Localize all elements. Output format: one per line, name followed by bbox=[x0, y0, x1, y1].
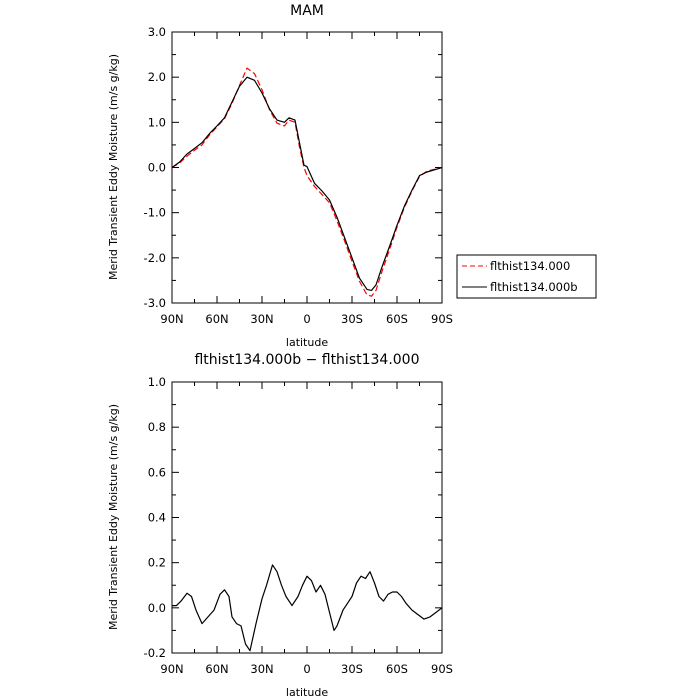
legend-label-0: flthist134.000 bbox=[490, 259, 570, 273]
bottom-x-tick-label: 30S bbox=[341, 662, 363, 676]
bottom-y-tick-label: 0.0 bbox=[148, 601, 166, 615]
bottom-series-lines bbox=[172, 564, 443, 652]
bottom-chart-title: flthist134.000b − flthist134.000 bbox=[194, 352, 419, 368]
bottom-x-tick-label: 30N bbox=[250, 662, 273, 676]
top-x-ticks: 90N 60N 30N 0 30S 60S 90S bbox=[160, 32, 453, 326]
bottom-x-ticks: 90N 60N 30N 0 30S 60S 90S bbox=[160, 382, 453, 676]
top-y-tick-label: 0.0 bbox=[148, 161, 166, 175]
top-y-tick-label: -1.0 bbox=[144, 206, 166, 220]
bottom-y-tick-label: 1.0 bbox=[148, 375, 166, 389]
bottom-y-axis-label: Merid Transient Eddy Moisture (m/s g/kg) bbox=[107, 404, 120, 630]
top-y-axis-label: Merid Transient Eddy Moisture (m/s g/kg) bbox=[107, 54, 120, 280]
top-y-tick-label: 1.0 bbox=[148, 115, 166, 129]
top-x-tick-label: 90N bbox=[160, 312, 183, 326]
top-x-tick-label: 90S bbox=[431, 312, 453, 326]
bottom-x-tick-label: 60N bbox=[205, 662, 228, 676]
legend-label-1: flthist134.000b bbox=[490, 280, 578, 294]
legend-box bbox=[456, 254, 597, 299]
bottom-x-axis-label: latitude bbox=[286, 686, 328, 699]
top-y-tick-label: -2.0 bbox=[144, 251, 166, 265]
top-series-lines bbox=[171, 67, 443, 297]
top-x-axis-label: latitude bbox=[286, 336, 328, 349]
bottom-panel: flthist134.000b − flthist134.000 -0.2 0.0… bbox=[107, 352, 453, 699]
top-x-tick-label: 30N bbox=[250, 312, 273, 326]
bottom-y-tick-label: 0.8 bbox=[148, 420, 166, 434]
bottom-y-ticks: -0.2 0.0 0.2 0.4 0.6 0.8 1.0 bbox=[144, 375, 442, 660]
legend: flthist134.000 flthist134.000b bbox=[456, 254, 597, 299]
top-panel: MAM -3.0 -2.0 -1.0 0.0 1.0 2.0 3.0 90N 60N 30N 0 3… bbox=[107, 3, 453, 349]
top-y-tick-label: 2.0 bbox=[148, 70, 166, 84]
bottom-y-tick-label: 0.4 bbox=[148, 511, 166, 525]
top-x-tick-label: 30S bbox=[341, 312, 363, 326]
top-x-tick-label: 60N bbox=[205, 312, 228, 326]
bottom-y-tick-label: -0.2 bbox=[144, 646, 166, 660]
bottom-x-tick-label: 0 bbox=[303, 662, 310, 676]
top-series-line-1 bbox=[171, 76, 443, 291]
bottom-series-line-0 bbox=[172, 564, 443, 652]
top-y-ticks: -3.0 -2.0 -1.0 0.0 1.0 2.0 3.0 bbox=[144, 25, 442, 310]
bottom-x-tick-label: 60S bbox=[386, 662, 408, 676]
top-x-tick-label: 0 bbox=[303, 312, 310, 326]
bottom-y-tick-label: 0.2 bbox=[148, 556, 166, 570]
top-y-tick-label: -3.0 bbox=[144, 296, 166, 310]
top-series-line-0 bbox=[171, 67, 443, 297]
bottom-y-tick-label: 0.6 bbox=[148, 465, 166, 479]
bottom-x-tick-label: 90S bbox=[431, 662, 453, 676]
top-y-tick-label: 3.0 bbox=[148, 25, 166, 39]
bottom-x-tick-label: 90N bbox=[160, 662, 183, 676]
top-chart-title: MAM bbox=[290, 3, 324, 19]
top-x-tick-label: 60S bbox=[386, 312, 408, 326]
